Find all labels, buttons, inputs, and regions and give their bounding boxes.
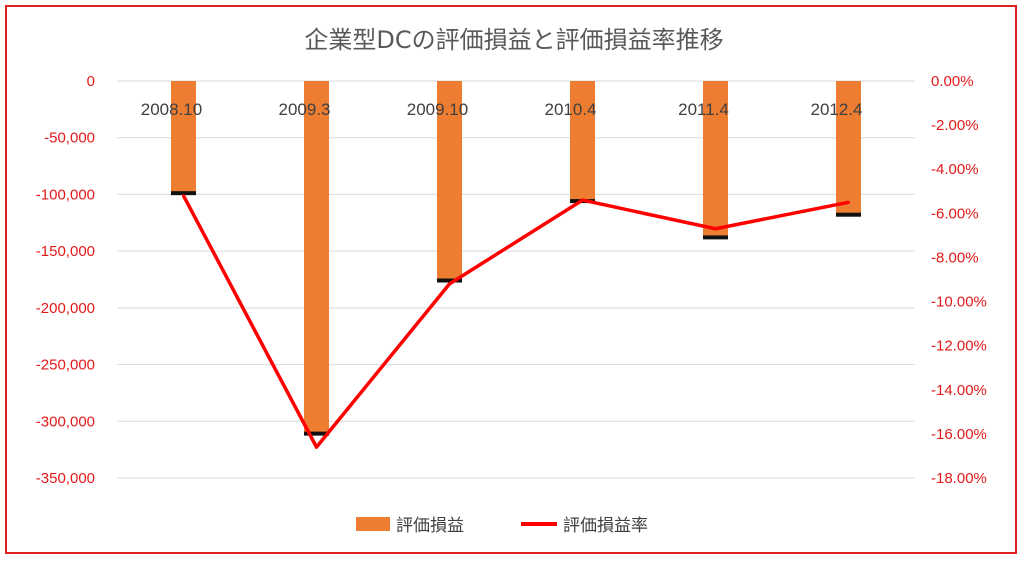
bar-end-shadow: [703, 235, 728, 240]
line-point: [847, 200, 850, 204]
line-point: [448, 282, 451, 286]
y-left-tick-label: -200,000: [36, 300, 95, 317]
x-tick-label: 2008.10: [141, 100, 202, 119]
chart-title: 企業型DCの評価損益と評価損益率推移: [304, 26, 723, 54]
y-right-tick-label: -16.00%: [931, 426, 987, 443]
bar-end-shadow: [836, 212, 861, 217]
legend-label-line: 評価損益率: [563, 516, 648, 536]
x-tick-label: 2010.4: [545, 100, 597, 119]
y-right-tick-label: -2.00%: [931, 117, 979, 134]
line-series: [181, 194, 850, 449]
y-left-tick-label: -300,000: [36, 413, 95, 430]
y-right-tick-label: -12.00%: [931, 338, 987, 355]
legend-label-bar: 評価損益: [396, 516, 464, 536]
line-point: [315, 445, 318, 449]
y-right-tick-label: -14.00%: [931, 382, 987, 399]
x-tick-label: 2009.10: [407, 100, 468, 119]
legend-swatch-bar: [356, 517, 390, 531]
left-y-axis: 0 -50,000 -100,000 -150,000 -200,000 -250,000…: [36, 73, 95, 487]
chart-frame: 企業型DCの評価損益と評価損益率推移 2008.10 2009.3 2009.10 2…: [5, 5, 1017, 554]
x-tick-label: 2009.3: [279, 100, 331, 119]
y-left-tick-label: -250,000: [36, 357, 95, 374]
bar: [171, 81, 196, 193]
line-point: [581, 198, 584, 202]
x-tick-label: 2012.4: [811, 100, 863, 119]
y-left-tick-label: -100,000: [36, 186, 95, 203]
bar-end-shadow: [437, 278, 462, 283]
bar-series: [171, 81, 861, 436]
bar-end-shadow: [304, 431, 329, 436]
y-left-tick-label: -350,000: [36, 470, 95, 487]
y-right-tick-label: -6.00%: [931, 205, 979, 222]
bar-end-shadow: [171, 191, 196, 196]
bar: [570, 81, 595, 201]
y-right-tick-label: -10.00%: [931, 294, 987, 311]
bar: [304, 81, 329, 433]
y-right-tick-label: -4.00%: [931, 161, 979, 178]
x-axis-tick-labels: 2008.10 2009.3 2009.10 2010.4 2011.4 2012.4: [141, 100, 863, 119]
bar: [836, 81, 861, 214]
right-y-axis: 0.00% -2.00% -4.00% -6.00% -8.00% -10.00% -12.…: [931, 73, 987, 487]
bar: [437, 81, 462, 280]
x-tick-label: 2011.4: [678, 100, 729, 119]
line-path: [181, 194, 849, 449]
legend: 評価損益 評価損益率: [356, 516, 648, 536]
combo-chart: 企業型DCの評価損益と評価損益率推移 2008.10 2009.3 2009.10 2…: [36, 26, 987, 536]
gridlines: [117, 80, 915, 479]
y-right-tick-label: -18.00%: [931, 470, 987, 487]
y-left-tick-label: -150,000: [36, 243, 95, 260]
bar: [703, 81, 728, 237]
line-point: [714, 227, 717, 231]
y-left-tick-label: -50,000: [44, 130, 95, 147]
y-left-tick-label: 0: [87, 73, 95, 90]
y-right-tick-label: -8.00%: [931, 249, 979, 266]
line-point: [182, 194, 185, 198]
y-right-tick-label: 0.00%: [931, 73, 974, 90]
